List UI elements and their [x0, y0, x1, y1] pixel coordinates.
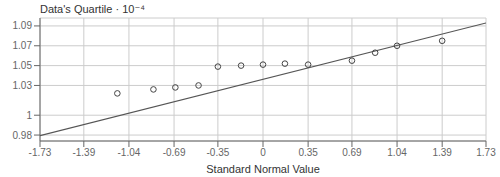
svg-text:-1.73: -1.73 [29, 147, 52, 158]
svg-text:1.73: 1.73 [476, 147, 492, 158]
svg-text:1.09: 1.09 [13, 20, 33, 31]
svg-text:0: 0 [260, 147, 266, 158]
svg-text:1.04: 1.04 [387, 147, 407, 158]
svg-text:-1.39: -1.39 [72, 147, 95, 158]
svg-text:-1.04: -1.04 [118, 147, 141, 158]
svg-text:1.07: 1.07 [13, 40, 33, 51]
svg-text:-0.69: -0.69 [163, 147, 186, 158]
svg-text:Standard Normal Value: Standard Normal Value [206, 163, 320, 175]
svg-text:1.03: 1.03 [13, 80, 33, 91]
svg-text:0.69: 0.69 [342, 147, 362, 158]
svg-text:0.35: 0.35 [298, 147, 318, 158]
svg-text:0.98: 0.98 [13, 130, 33, 141]
svg-text:1.39: 1.39 [432, 147, 452, 158]
svg-text:-0.35: -0.35 [206, 147, 229, 158]
svg-text:1: 1 [26, 110, 32, 121]
svg-text:1.05: 1.05 [13, 60, 33, 71]
html-text:Data's Quartile · 10⁻⁴: Data's Quartile · 10⁻⁴ [40, 3, 145, 15]
